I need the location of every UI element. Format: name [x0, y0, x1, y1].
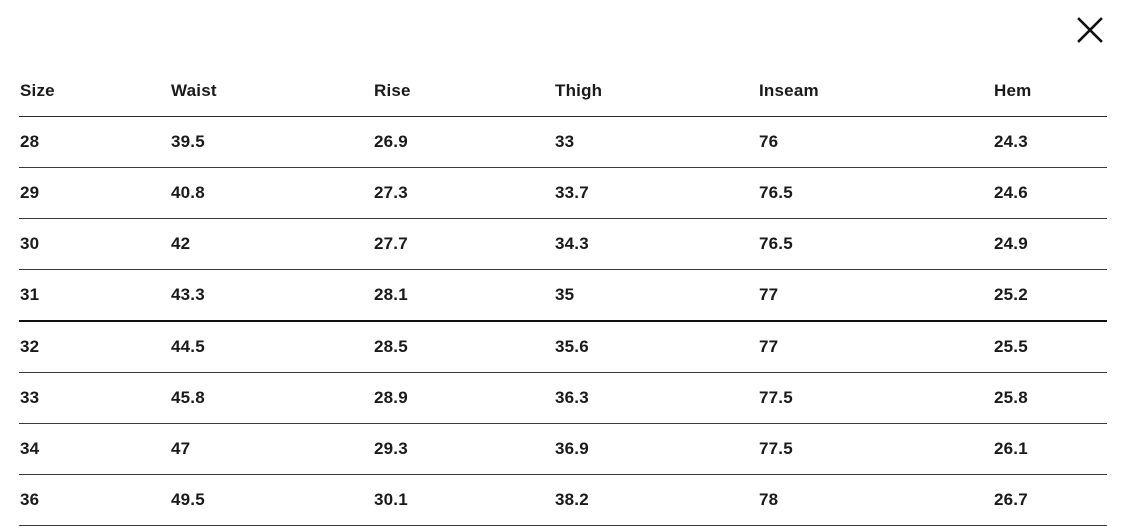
column-header-size: Size — [19, 64, 170, 117]
cell-thigh: 33 — [554, 116, 758, 168]
cell-waist: 40.8 — [170, 167, 373, 219]
cell-inseam: 76 — [758, 116, 993, 168]
cell-hem: 25.8 — [993, 372, 1107, 424]
column-header-waist: Waist — [170, 64, 373, 117]
cell-rise: 27.3 — [373, 167, 554, 219]
cell-size: 33 — [19, 372, 170, 424]
cell-hem: 25.2 — [993, 269, 1107, 322]
cell-hem: 24.6 — [993, 167, 1107, 219]
table-row: 33 45.8 28.9 36.3 77.5 25.8 — [19, 372, 1107, 424]
cell-size: 29 — [19, 167, 170, 219]
cell-size: 31 — [19, 269, 170, 322]
cell-waist: 42 — [170, 218, 373, 270]
cell-size: 34 — [19, 423, 170, 475]
cell-size: 28 — [19, 116, 170, 168]
cell-waist: 47 — [170, 423, 373, 475]
table-row: 34 47 29.3 36.9 77.5 26.1 — [19, 423, 1107, 475]
cell-size: 32 — [19, 321, 170, 373]
cell-hem: 26.7 — [993, 474, 1107, 526]
cell-rise: 26.9 — [373, 116, 554, 168]
column-header-rise: Rise — [373, 64, 554, 117]
close-icon — [1077, 17, 1103, 43]
cell-rise: 29.3 — [373, 423, 554, 475]
cell-thigh: 35.6 — [554, 321, 758, 373]
cell-inseam: 78 — [758, 474, 993, 526]
cell-waist: 43.3 — [170, 269, 373, 322]
cell-inseam: 76.5 — [758, 167, 993, 219]
table-header-row: Size Waist Rise Thigh Inseam Hem — [19, 64, 1107, 117]
cell-thigh: 35 — [554, 269, 758, 322]
cell-thigh: 36.3 — [554, 372, 758, 424]
cell-hem: 26.1 — [993, 423, 1107, 475]
column-header-hem: Hem — [993, 64, 1107, 117]
table-row: 36 49.5 30.1 38.2 78 26.7 — [19, 474, 1107, 526]
cell-rise: 27.7 — [373, 218, 554, 270]
cell-inseam: 77.5 — [758, 372, 993, 424]
cell-waist: 39.5 — [170, 116, 373, 168]
cell-inseam: 77.5 — [758, 423, 993, 475]
cell-thigh: 33.7 — [554, 167, 758, 219]
cell-inseam: 76.5 — [758, 218, 993, 270]
column-header-inseam: Inseam — [758, 64, 993, 117]
cell-thigh: 36.9 — [554, 423, 758, 475]
cell-rise: 28.9 — [373, 372, 554, 424]
table-row: 31 43.3 28.1 35 77 25.2 — [19, 269, 1107, 322]
cell-hem: 24.9 — [993, 218, 1107, 270]
table-row: 28 39.5 26.9 33 76 24.3 — [19, 116, 1107, 168]
cell-thigh: 38.2 — [554, 474, 758, 526]
cell-waist: 49.5 — [170, 474, 373, 526]
cell-hem: 25.5 — [993, 321, 1107, 373]
cell-hem: 24.3 — [993, 116, 1107, 168]
cell-inseam: 77 — [758, 321, 993, 373]
cell-thigh: 34.3 — [554, 218, 758, 270]
cell-rise: 28.1 — [373, 269, 554, 322]
column-header-thigh: Thigh — [554, 64, 758, 117]
table-row: 29 40.8 27.3 33.7 76.5 24.6 — [19, 167, 1107, 219]
table-row: 30 42 27.7 34.3 76.5 24.9 — [19, 218, 1107, 270]
cell-rise: 28.5 — [373, 321, 554, 373]
size-chart-table: Size Waist Rise Thigh Inseam Hem 28 39.5… — [19, 64, 1107, 526]
cell-waist: 44.5 — [170, 321, 373, 373]
cell-rise: 30.1 — [373, 474, 554, 526]
cell-size: 30 — [19, 218, 170, 270]
cell-waist: 45.8 — [170, 372, 373, 424]
cell-inseam: 77 — [758, 269, 993, 322]
table-row: 32 44.5 28.5 35.6 77 25.5 — [19, 321, 1107, 373]
cell-size: 36 — [19, 474, 170, 526]
close-button[interactable] — [1074, 14, 1106, 46]
